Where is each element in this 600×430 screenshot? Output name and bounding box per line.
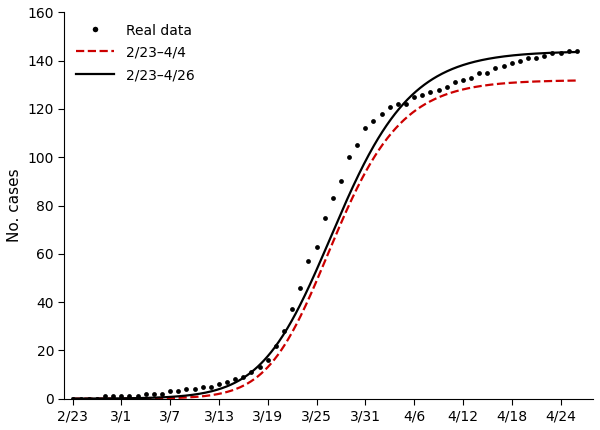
Point <box>198 383 208 390</box>
Point <box>255 364 265 371</box>
Point <box>190 386 199 393</box>
Point <box>450 79 460 86</box>
Legend: Real data, 2/23–4/4, 2/23–4/26: Real data, 2/23–4/4, 2/23–4/26 <box>71 19 199 86</box>
Point <box>92 395 102 402</box>
Point <box>425 89 435 95</box>
Point <box>368 118 378 125</box>
Point <box>271 342 281 349</box>
Point <box>434 86 443 93</box>
Point <box>287 306 297 313</box>
Point <box>491 64 500 71</box>
Point <box>239 374 248 381</box>
Point <box>344 154 354 161</box>
Point <box>442 84 451 91</box>
Point <box>76 395 85 402</box>
Point <box>116 393 126 399</box>
Point <box>328 195 338 202</box>
Point <box>564 48 574 55</box>
Point <box>173 388 183 395</box>
Point <box>572 48 581 55</box>
Point <box>247 369 256 375</box>
Point <box>295 284 305 291</box>
Point <box>499 62 508 69</box>
Point <box>523 55 533 62</box>
Point <box>409 93 419 100</box>
Point <box>361 125 370 132</box>
Point <box>206 383 215 390</box>
Point <box>532 55 541 62</box>
Point <box>401 101 411 108</box>
Point <box>352 142 362 149</box>
Y-axis label: No. cases: No. cases <box>7 169 22 243</box>
Point <box>68 395 77 402</box>
Point <box>556 50 565 57</box>
Point <box>141 390 151 397</box>
Point <box>230 376 240 383</box>
Point <box>336 178 346 185</box>
Point <box>548 50 557 57</box>
Point <box>475 69 484 76</box>
Point <box>515 57 524 64</box>
Point <box>214 381 224 387</box>
Point <box>149 390 158 397</box>
Point <box>133 393 142 399</box>
Point <box>166 388 175 395</box>
Point <box>304 258 313 264</box>
Point <box>539 52 549 59</box>
Point <box>393 101 403 108</box>
Point <box>279 328 289 335</box>
Point <box>418 91 427 98</box>
Point <box>263 356 272 363</box>
Point <box>320 214 329 221</box>
Point <box>222 378 232 385</box>
Point <box>109 393 118 399</box>
Point <box>157 390 167 397</box>
Point <box>182 386 191 393</box>
Point <box>482 69 492 76</box>
Point <box>377 111 386 117</box>
Point <box>466 74 476 81</box>
Point <box>312 243 322 250</box>
Point <box>385 103 395 110</box>
Point <box>84 395 94 402</box>
Point <box>507 60 517 67</box>
Point <box>100 393 110 399</box>
Point <box>125 393 134 399</box>
Point <box>458 77 468 83</box>
